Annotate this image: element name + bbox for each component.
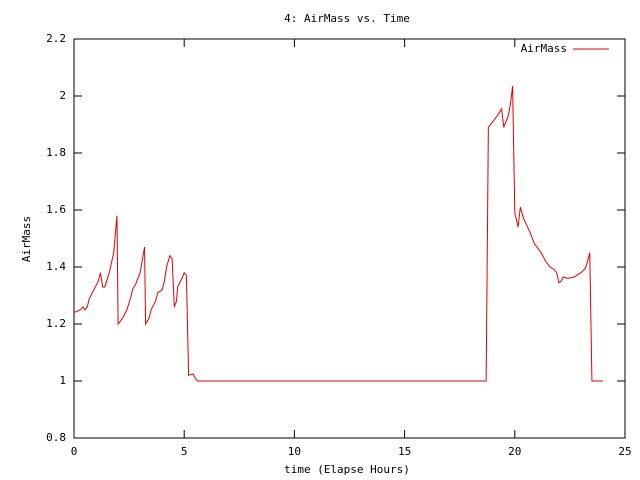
x-tick-label: 15 xyxy=(398,445,411,458)
x-tick-label: 25 xyxy=(618,445,631,458)
y-tick-label: 2.2 xyxy=(46,32,66,45)
y-tick-label: 1.2 xyxy=(46,317,66,330)
y-tick-label: 1 xyxy=(59,374,66,387)
y-axis-label: AirMass xyxy=(20,216,33,262)
x-tick-label: 5 xyxy=(181,445,188,458)
y-tick-label: 1.4 xyxy=(46,260,66,273)
data-line xyxy=(73,85,603,382)
x-axis-label: time (Elapse Hours) xyxy=(284,463,410,476)
x-tick-label: 10 xyxy=(288,445,301,458)
x-tick-label: 20 xyxy=(508,445,521,458)
legend-label: AirMass xyxy=(521,42,567,55)
y-tick-label: 2 xyxy=(59,89,66,102)
y-tick-label: 1.8 xyxy=(46,146,66,159)
y-tick-label: 0.8 xyxy=(46,431,66,444)
chart-title: 4: AirMass vs. Time xyxy=(284,12,410,25)
y-tick-label: 1.6 xyxy=(46,203,66,216)
plot-border xyxy=(73,38,626,439)
x-tick-label: 0 xyxy=(71,445,78,458)
